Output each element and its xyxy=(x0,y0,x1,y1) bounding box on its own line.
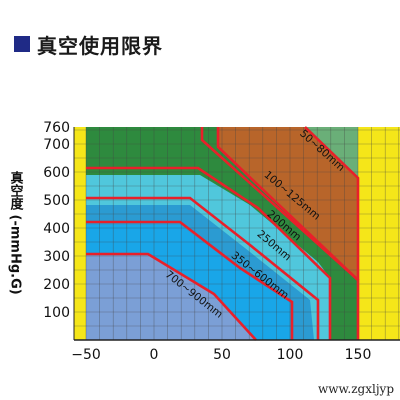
y-tick-label: 500 xyxy=(43,193,70,209)
boundary-50-80mm-lower xyxy=(216,127,360,340)
y-axis-label-text: 真空度 (-mmHg.G) xyxy=(7,171,23,295)
x-tick-label: 50 xyxy=(213,347,231,363)
chart-title-row: 真空使用限界 xyxy=(14,31,163,58)
boundary-350-600mm xyxy=(86,220,294,340)
boundary-700-900mm xyxy=(86,252,257,341)
x-tick-label: 150 xyxy=(345,347,372,363)
y-tick-label: 600 xyxy=(43,165,70,181)
x-tick-label: 100 xyxy=(277,347,304,363)
watermark: www.zgxljyp xyxy=(318,382,394,396)
y-axis-label: 真空度 (-mmHg.G) xyxy=(0,148,30,318)
y-tick-label: 200 xyxy=(43,277,70,293)
x-tick-label: −50 xyxy=(71,347,101,363)
y-tick-label: 300 xyxy=(43,249,70,265)
y-tick-label: 400 xyxy=(43,221,70,237)
boundary-250mm xyxy=(86,196,320,340)
title-square-marker xyxy=(14,36,30,52)
y-tick-label: 700 xyxy=(43,137,70,153)
boundary-50-80mm-upper xyxy=(304,126,360,280)
zone-700-900mm xyxy=(86,255,255,340)
chart-title: 真空使用限界 xyxy=(37,33,163,58)
x-tick-label: 0 xyxy=(150,347,159,363)
y-tick-label: 760 xyxy=(43,120,70,136)
y-tick-label: 100 xyxy=(43,305,70,321)
boundary-200mm xyxy=(86,166,332,340)
boundary-100-125mm xyxy=(200,127,359,281)
